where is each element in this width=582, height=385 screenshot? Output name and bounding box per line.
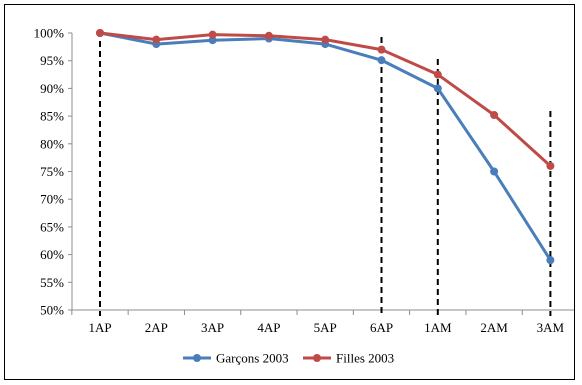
x-tick-label: 2AP [145, 320, 168, 335]
data-point [377, 45, 386, 54]
chart-frame: 50% 55% 60% 65% 70% 75% 80% 85% 90% 95% 100% 1AP 2A… [4, 4, 575, 380]
y-tick-label: 50% [40, 303, 64, 318]
legend-swatch-marker [193, 354, 201, 362]
legend-label: Garçons 2003 [216, 351, 289, 366]
legend-swatch-marker [313, 354, 321, 362]
x-axis: 1AP 2AP 3AP 4AP 5AP 6AP 1AM 2AM 3AM [71, 309, 575, 335]
legend-label: Filles 2003 [336, 351, 394, 366]
y-axis: 50% 55% 60% 65% 70% 75% 80% 85% 90% 95% 100% [34, 26, 73, 318]
dashed-reference-lines [99, 31, 552, 316]
data-point [490, 110, 499, 119]
y-tick-label: 90% [40, 81, 64, 96]
y-tick-label: 75% [40, 164, 64, 179]
y-tick-label: 65% [40, 219, 64, 234]
data-point [433, 84, 442, 93]
x-tick-label: 5AP [314, 320, 337, 335]
line-chart: 50% 55% 60% 65% 70% 75% 80% 85% 90% 95% 100% 1AP 2A… [34, 26, 575, 366]
y-tick-label: 80% [40, 136, 64, 151]
x-tick-label: 2AM [480, 320, 508, 335]
legend: Garçons 2003 Filles 2003 [183, 351, 394, 366]
y-tick-label: 95% [40, 53, 64, 68]
x-tick-label: 1AP [88, 320, 111, 335]
data-point [377, 56, 386, 65]
data-point [208, 36, 217, 45]
data-point [264, 31, 273, 40]
x-tick-label: 6AP [370, 320, 393, 335]
data-point [433, 70, 442, 79]
data-point [96, 29, 104, 37]
data-point [490, 167, 499, 176]
series-layer [96, 29, 555, 265]
y-tick-label: 100% [34, 26, 65, 41]
data-point [546, 256, 555, 265]
x-tick-label: 3AM [537, 320, 565, 335]
y-tick-label: 60% [40, 247, 64, 262]
series-line-0 [99, 31, 552, 261]
x-tick-label: 4AP [257, 320, 280, 335]
x-tick-label: 1AM [424, 320, 452, 335]
y-tick-label: 55% [40, 275, 64, 290]
y-tick-label: 70% [40, 192, 64, 207]
y-tick-label: 85% [40, 109, 64, 124]
data-point [546, 161, 555, 170]
series-line-1 [99, 31, 552, 168]
data-point [321, 35, 330, 44]
data-point [152, 35, 161, 44]
data-point [208, 30, 217, 39]
x-tick-label: 3AP [201, 320, 224, 335]
